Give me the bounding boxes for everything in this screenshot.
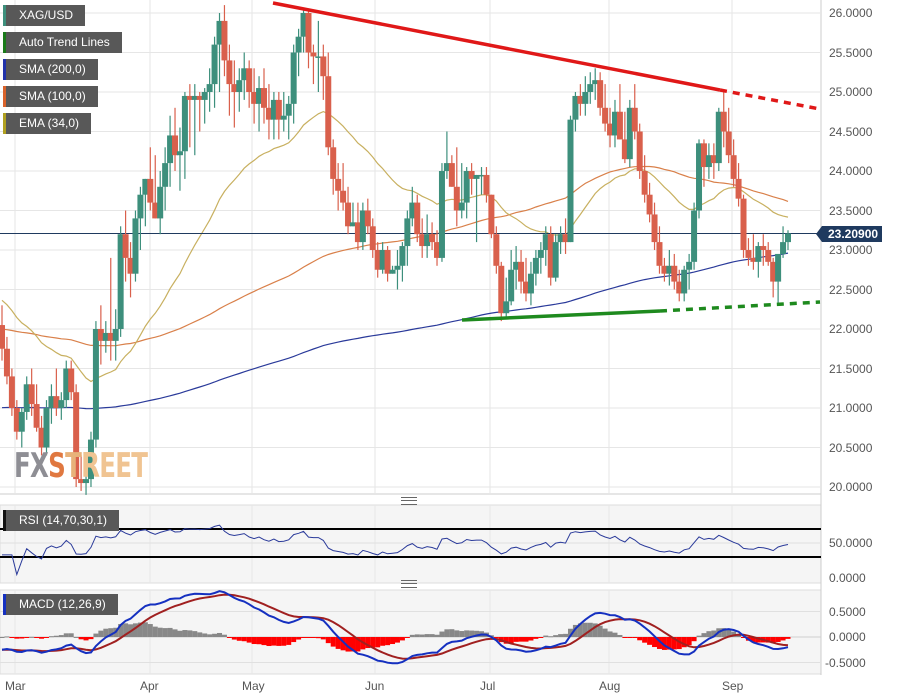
time-tick: May: [242, 679, 265, 693]
price-tick: 24.5000: [829, 124, 873, 139]
rsi-panel: [0, 524, 821, 577]
rsi-tick: 0.0000: [829, 571, 866, 585]
legend-xagusd[interactable]: XAG/USD: [3, 5, 86, 26]
price-tick: 21.0000: [829, 401, 873, 415]
legend-sma-200[interactable]: SMA (200,0): [3, 59, 98, 80]
time-tick: Aug: [599, 679, 621, 693]
price-tick: 22.5000: [829, 282, 873, 297]
time-tick: Jun: [365, 679, 385, 693]
moving-averages: [0, 110, 821, 410]
legend-rsi[interactable]: RSI (14,70,30,1): [3, 510, 120, 531]
macd-tick: 0.0000: [829, 630, 866, 644]
time-tick: Jul: [480, 679, 496, 693]
trend-lines: [272, 1, 821, 322]
time-tick: Apr: [140, 679, 159, 693]
rsi-tick: 50.0000: [829, 536, 873, 550]
price-tick: 21.5000: [829, 361, 873, 376]
legend-ema-34[interactable]: EMA (34,0): [3, 113, 92, 134]
price-tick: 25.0000: [829, 85, 873, 99]
time-tick: Mar: [5, 679, 26, 693]
candles: [0, 5, 791, 495]
panel-resize-handle-macd[interactable]: [401, 580, 417, 588]
legend-sma-100[interactable]: SMA (100,0): [3, 86, 98, 107]
price-tick: 25.5000: [829, 45, 873, 60]
legend-auto-trend-lines[interactable]: Auto Trend Lines: [3, 32, 122, 53]
price-tick: 20.0000: [829, 480, 873, 494]
macd-tick: 0.5000: [829, 604, 866, 619]
legend-macd[interactable]: MACD (12,26,9): [3, 594, 118, 615]
macd-panel: [0, 590, 821, 665]
price-tick: 23.0000: [829, 243, 873, 257]
price-tick: 23.5000: [829, 203, 873, 218]
current-price-tag: 23.20900: [815, 226, 883, 242]
time-tick: Sep: [722, 679, 744, 693]
price-tick: 24.0000: [829, 164, 873, 178]
macd-tick: -0.5000: [825, 655, 866, 670]
price-tick: 26.0000: [829, 6, 873, 20]
price-tick: 20.5000: [829, 440, 873, 455]
chart-grid: [0, 0, 822, 675]
panel-resize-handle-rsi[interactable]: [401, 497, 417, 505]
fxstreet-watermark: FXSTREET: [14, 446, 148, 486]
price-tick: 22.0000: [829, 322, 873, 336]
